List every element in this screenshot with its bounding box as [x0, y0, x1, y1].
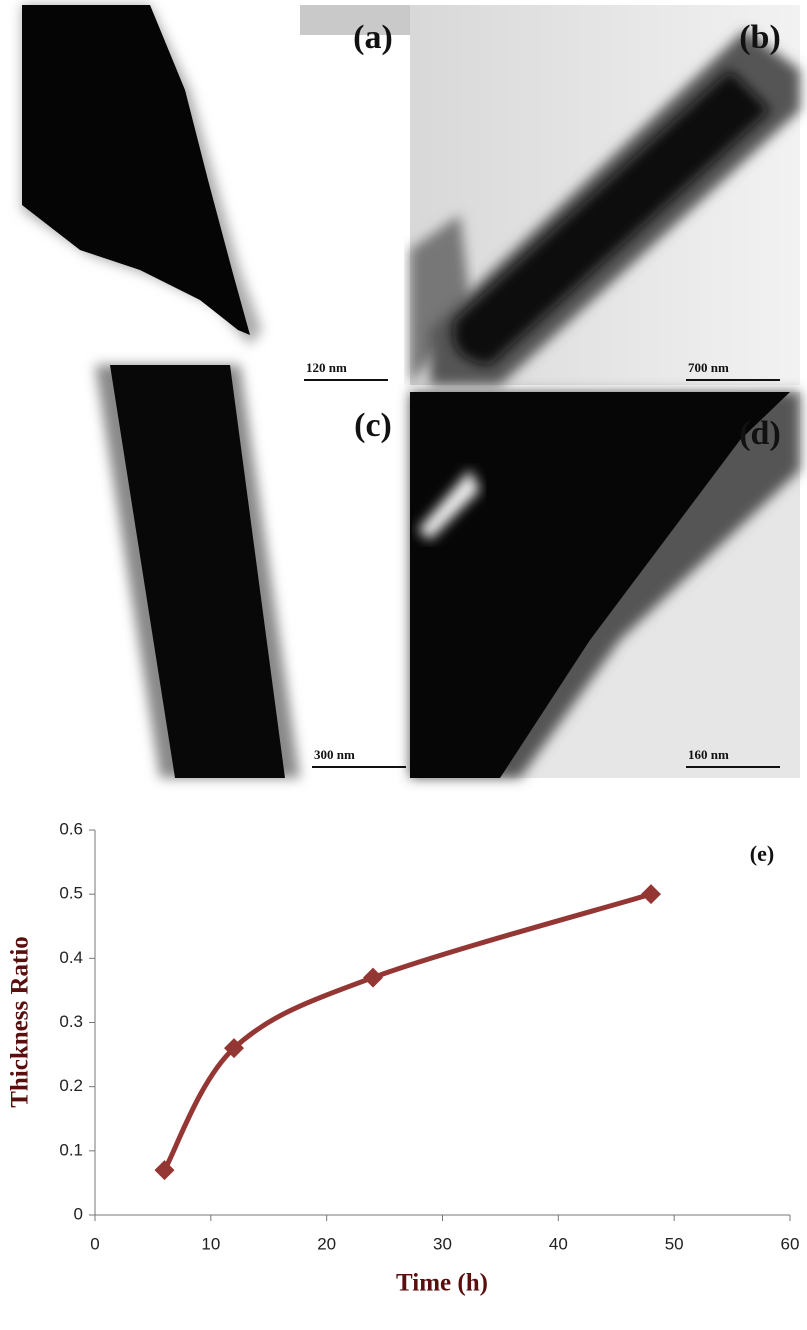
panel-label: (e): [750, 841, 774, 866]
x-tick-label: 40: [549, 1234, 568, 1253]
y-axis-label: Thickness Ratio: [7, 936, 34, 1108]
panel-labels: (a) (b) (c) (d): [353, 19, 781, 452]
scale-label: 700 nm: [688, 360, 729, 375]
scale-label: 300 nm: [314, 747, 355, 762]
tem-image-b: [410, 5, 800, 385]
x-tick-label: 10: [201, 1234, 220, 1253]
tem-image-a: [22, 5, 410, 345]
panel-label: (d): [739, 415, 781, 452]
x-tick-label: 0: [90, 1234, 99, 1253]
x-tick-label: 20: [317, 1234, 336, 1253]
y-tick-label: 0.4: [59, 948, 83, 967]
data-point: [363, 967, 383, 988]
data-point: [224, 1038, 244, 1059]
tem-image-c: [95, 365, 300, 778]
panel-label: (c): [354, 407, 392, 444]
scale-bars: [304, 379, 780, 768]
y-tick-label: 0.6: [59, 819, 83, 838]
tem-image-d: [410, 392, 800, 778]
chart: (e) Time (h) Thickness Ratio 0 0.1 0.2 0.3 0…: [7, 819, 800, 1296]
panel-label: (b): [739, 19, 781, 56]
x-tick-label: 60: [781, 1234, 800, 1253]
scale-label: 120 nm: [306, 360, 347, 375]
y-tick-label: 0.2: [59, 1076, 83, 1095]
y-tick-label: 0.5: [59, 884, 83, 903]
data-point: [154, 1160, 175, 1181]
y-tick-label: 0.3: [59, 1012, 83, 1031]
x-axis-label: Time (h): [396, 1270, 488, 1297]
scale-label: 160 nm: [688, 747, 729, 762]
panel-label: (a): [353, 19, 393, 56]
x-tick-label: 50: [665, 1234, 684, 1253]
y-tick-label: 0.1: [59, 1140, 83, 1159]
data-point: [641, 884, 661, 905]
y-tick-label: 0: [74, 1204, 83, 1223]
data-line: [162, 891, 652, 1172]
x-tick-label: 30: [433, 1234, 452, 1253]
